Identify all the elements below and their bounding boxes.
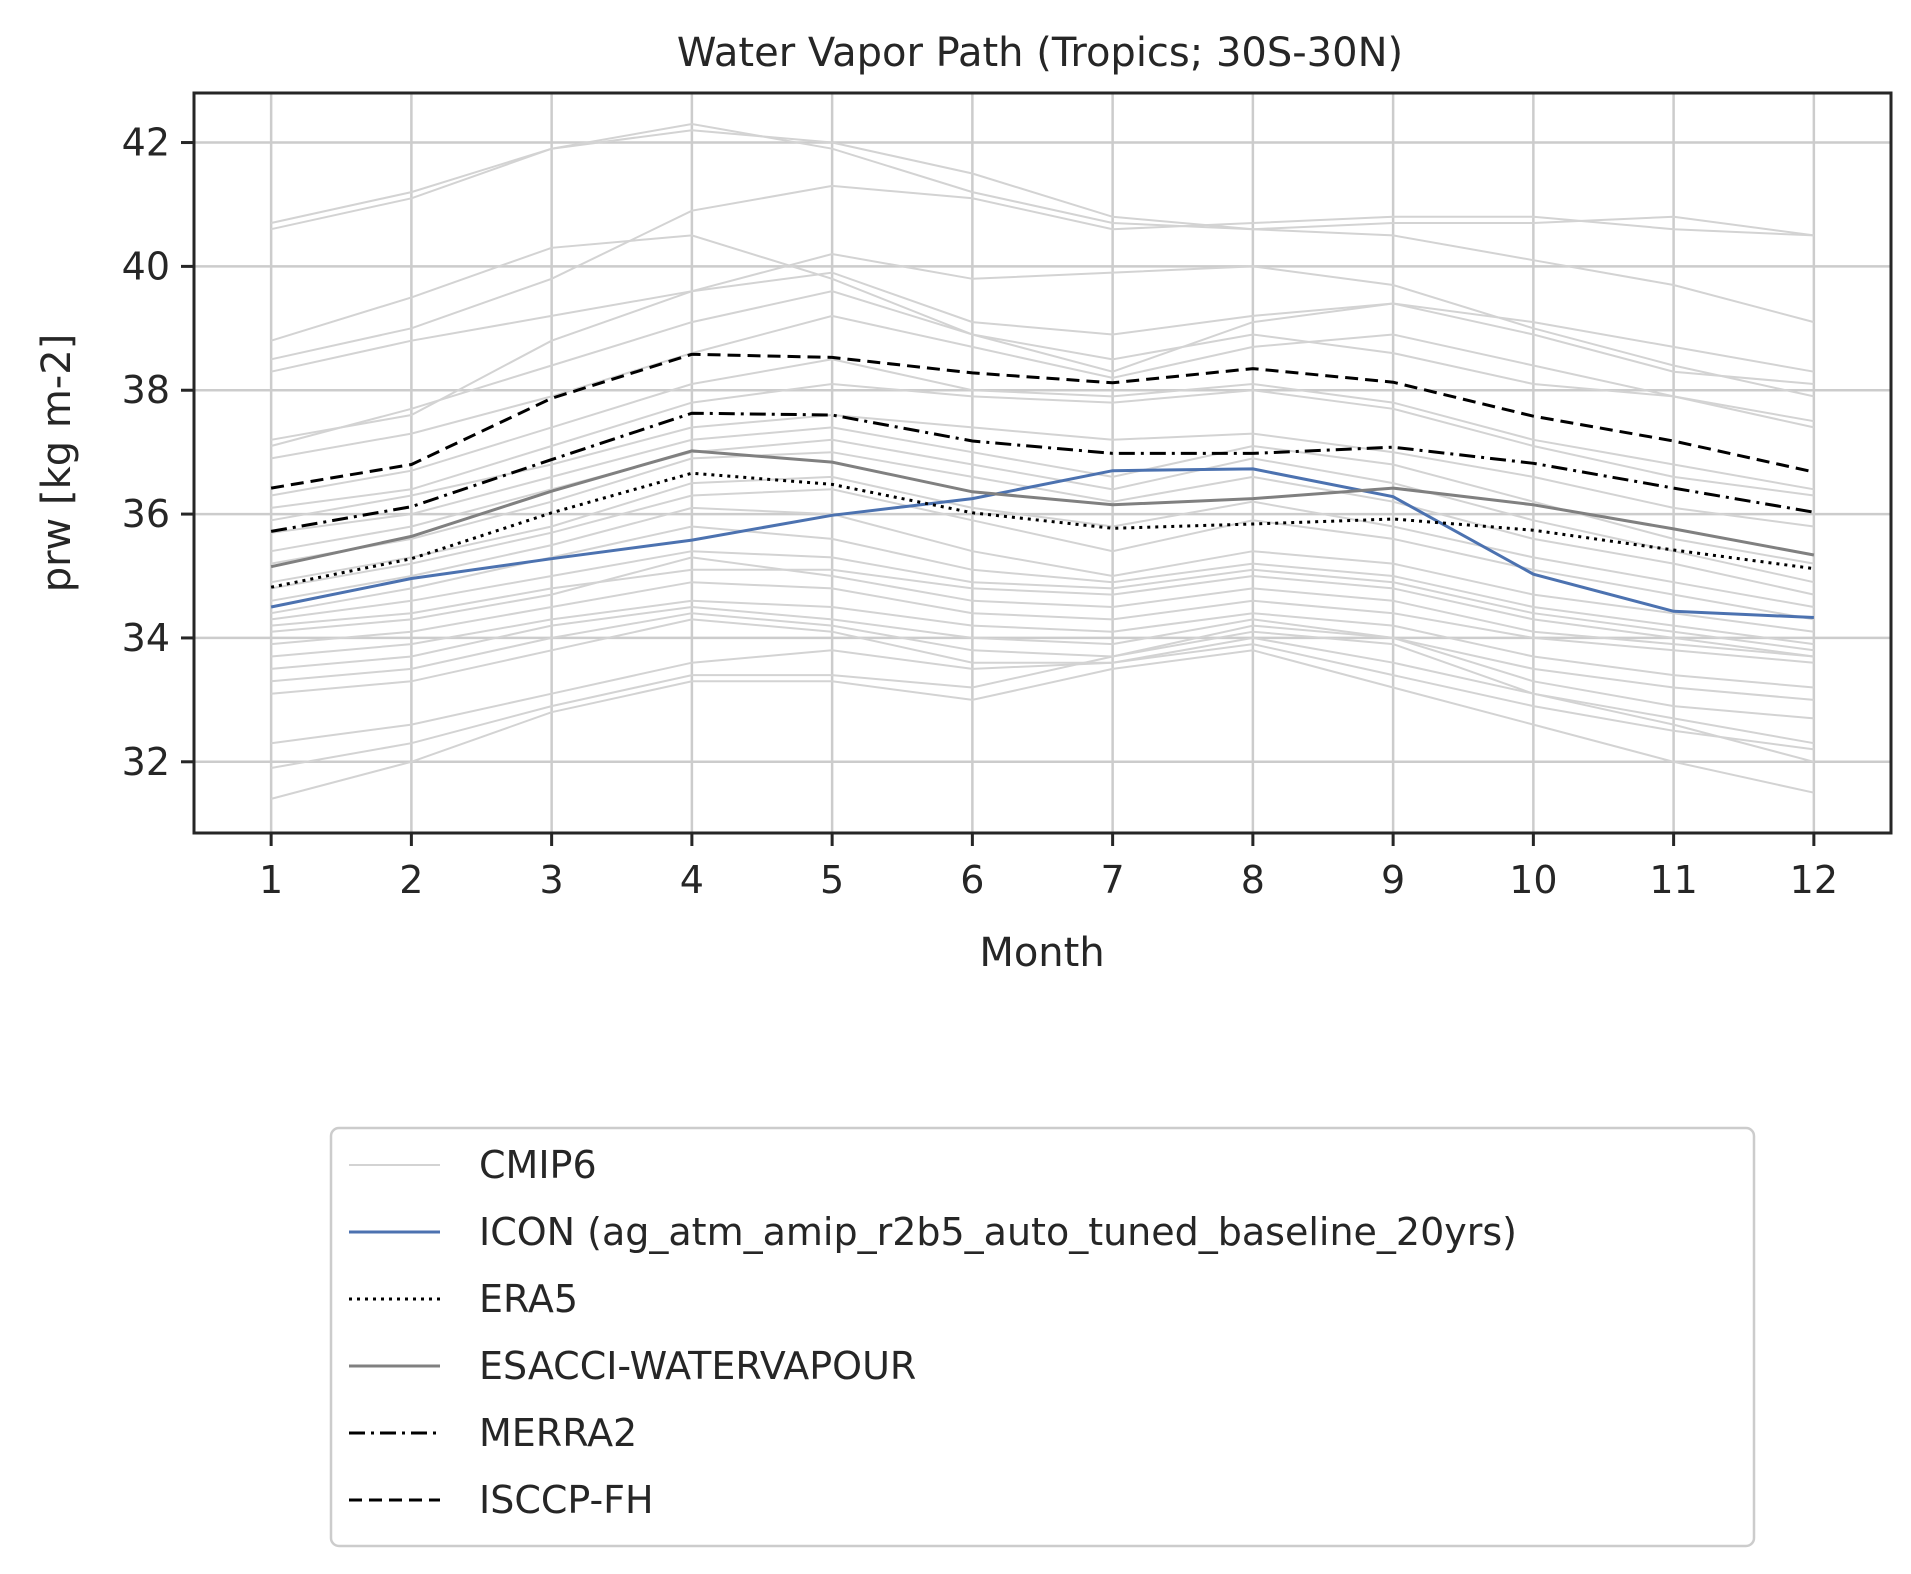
cmip6-member-line-6 [270, 271, 1814, 441]
x-tick-label: 7 [1101, 858, 1125, 902]
cmip6-member-line-2 [270, 122, 1815, 324]
x-tick-label: 6 [960, 858, 984, 902]
cmip6-member-line-11 [270, 413, 1815, 528]
cmip6-member-line-17 [270, 506, 1815, 633]
x-tick-label: 4 [680, 858, 704, 902]
cmip6-member-line-25 [271, 612, 1814, 720]
cmip6-member-line-29 [270, 649, 1815, 800]
cmip6-member-line-24 [271, 605, 1814, 701]
cmip6-member-line-8 [270, 314, 1815, 460]
y-axis-ticks: 32 34 36 38 40 42 [122, 121, 194, 784]
chart-title: Water Vapor Path (Tropics; 30S-30N) [677, 30, 1403, 76]
cmip6-member-line-5 [270, 252, 1815, 398]
series-line-era5 [270, 471, 1815, 589]
y-tick-label: 42 [122, 121, 170, 165]
x-tick-label: 10 [1509, 858, 1557, 902]
series-line-esacci-watervapour [270, 449, 1815, 569]
series-line-merra2 [270, 411, 1815, 533]
x-axis-label: Month [979, 930, 1104, 976]
cmip6-member-line-27 [270, 643, 1815, 751]
x-tick-label: 5 [820, 858, 844, 902]
cmip6-member-line-14 [270, 451, 1815, 596]
legend-label: MERRA2 [479, 1411, 637, 1455]
legend-frame [329, 1126, 1756, 1548]
legend-label: ERA5 [479, 1277, 578, 1321]
x-tick-label: 8 [1241, 858, 1265, 902]
x-tick-label: 1 [259, 858, 283, 902]
x-tick-label: 9 [1381, 858, 1405, 902]
y-axis-label: prw [kg m-2] [34, 334, 80, 593]
legend-label: CMIP6 [479, 1143, 597, 1187]
cmip6-member-line-9 [270, 358, 1815, 497]
cmip6-member-line-26 [271, 618, 1815, 745]
series-lines [270, 352, 1815, 619]
y-tick-label: 40 [122, 244, 170, 288]
cmip6-member-line-10 [270, 382, 1815, 509]
y-tick-label: 34 [122, 616, 170, 660]
series-line-isccp-fh [270, 352, 1815, 490]
legend-label: ICON (ag_atm_amip_r2b5_auto_tuned_baseli… [479, 1210, 1517, 1254]
legend-label: ISCCP-FH [479, 1478, 654, 1522]
cmip6-member-line-23 [271, 599, 1814, 689]
legend-label: ESACCI-WATERVAPOUR [479, 1344, 916, 1388]
y-tick-label: 38 [122, 368, 170, 412]
cmip6-member-line-28 [270, 630, 1815, 769]
y-tick-label: 32 [122, 740, 170, 784]
cmip6-member-line-7 [270, 290, 1815, 447]
x-axis-ticks: 1 2 3 4 5 6 7 8 9 10 11 12 [259, 833, 1838, 902]
cmip6-member-line-19 [270, 550, 1815, 652]
x-tick-label: 12 [1790, 858, 1838, 902]
cmip6-member-line-15 [270, 475, 1815, 608]
cmip6-member-line-3 [270, 234, 1815, 373]
cmip6-member-line-13 [270, 438, 1815, 584]
cmip6-member-lines [270, 122, 1815, 800]
legend: CMIP6 ICON (ag_atm_amip_r2b5_auto_tuned_b… [329, 1126, 1756, 1548]
plot-frame [192, 91, 1893, 835]
cmip6-member-line-20 [271, 568, 1815, 658]
cmip6-member-line-22 [271, 581, 1814, 664]
cmip6-member-line-16 [270, 488, 1815, 621]
x-tick-label: 11 [1649, 858, 1697, 902]
y-tick-label: 36 [122, 492, 170, 536]
series-line-icon [270, 467, 1814, 619]
cmip6-member-line-21 [271, 556, 1814, 658]
cmip6-member-line-4 [270, 184, 1814, 361]
x-tick-label: 3 [540, 858, 564, 902]
x-tick-label: 2 [399, 858, 423, 902]
